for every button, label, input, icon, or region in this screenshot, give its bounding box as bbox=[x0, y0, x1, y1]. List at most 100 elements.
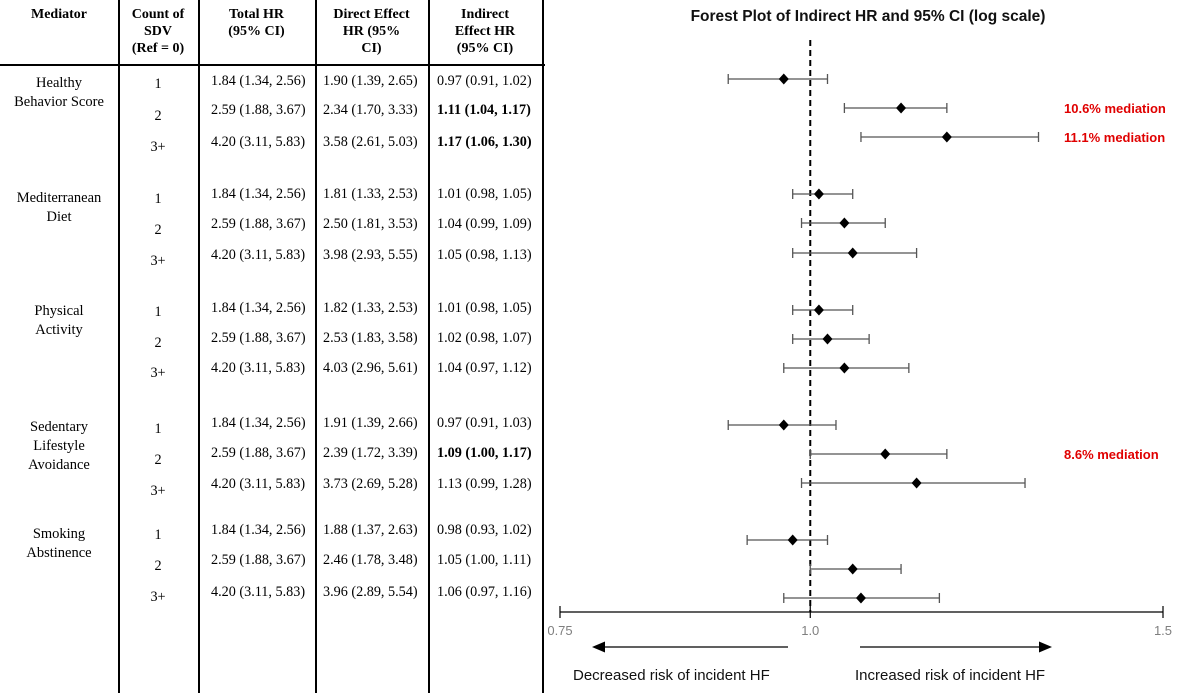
total-hr-cell: 2.59 (1.88, 3.67) bbox=[211, 216, 306, 232]
direct-hr-cell: 1.90 (1.39, 2.65) bbox=[323, 73, 418, 89]
point-estimate-diamond bbox=[778, 419, 789, 431]
mediation-annotation: 11.1% mediation bbox=[1064, 130, 1165, 145]
indirect-hr-cell: 1.11 (1.04, 1.17) bbox=[437, 102, 531, 118]
point-estimate-diamond bbox=[787, 534, 798, 546]
direct-hr-cell: 2.34 (1.70, 3.33) bbox=[323, 102, 418, 118]
right-arrow-label: Increased risk of incident HF bbox=[855, 667, 1045, 684]
column-divider bbox=[428, 0, 430, 693]
count-cell: 1 bbox=[154, 304, 162, 320]
indirect-hr-cell: 1.04 (0.97, 1.12) bbox=[437, 360, 532, 376]
total-hr-cell: 1.84 (1.34, 2.56) bbox=[211, 522, 306, 538]
direct-hr-cell: 2.50 (1.81, 3.53) bbox=[323, 216, 418, 232]
mediator-label: Smoking Abstinence bbox=[26, 526, 92, 561]
mediation-annotation: 10.6% mediation bbox=[1064, 101, 1166, 116]
total-hr-cell: 1.84 (1.34, 2.56) bbox=[211, 415, 306, 431]
forest-plot-canvas: 10.6% mediation 11.1% mediation 8.6% media… bbox=[547, 40, 1172, 684]
count-cell: 1 bbox=[154, 191, 162, 207]
right-arrow-icon bbox=[1039, 641, 1052, 653]
mediator-label: Sedentary Lifestyle Avoidance bbox=[28, 419, 90, 473]
indirect-hr-cell: 1.02 (0.98, 1.07) bbox=[437, 330, 532, 346]
total-hr-cell: 1.84 (1.34, 2.56) bbox=[211, 73, 306, 89]
total-hr-cell: 2.59 (1.88, 3.67) bbox=[211, 552, 306, 568]
indirect-hr-cell: 1.01 (0.98, 1.05) bbox=[437, 186, 532, 202]
direct-hr-cell: 3.73 (2.69, 5.28) bbox=[323, 476, 418, 492]
direct-hr-cell: 2.46 (1.78, 3.48) bbox=[323, 552, 418, 568]
count-cell: 1 bbox=[154, 76, 162, 92]
point-estimate-diamond bbox=[813, 304, 824, 316]
total-hr-cell: 2.59 (1.88, 3.67) bbox=[211, 445, 306, 461]
column-divider bbox=[315, 0, 317, 693]
count-cell: 3+ bbox=[150, 253, 166, 269]
mediator-label: Healthy Behavior Score bbox=[14, 75, 104, 110]
indirect-hr-cell: 1.05 (1.00, 1.11) bbox=[437, 552, 532, 568]
point-estimate-diamond bbox=[813, 188, 824, 200]
column-divider bbox=[542, 0, 544, 693]
indirect-hr-cell: 1.17 (1.06, 1.30) bbox=[437, 134, 532, 150]
point-estimate-diamond bbox=[822, 333, 833, 345]
indirect-hr-cell: 0.97 (0.91, 1.02) bbox=[437, 73, 532, 89]
direct-hr-cell: 1.88 (1.37, 2.63) bbox=[323, 522, 418, 538]
count-cell: 1 bbox=[154, 421, 162, 437]
column-divider bbox=[198, 0, 200, 693]
total-hr-cell: 4.20 (3.11, 5.83) bbox=[211, 134, 306, 150]
point-estimate-diamond bbox=[855, 592, 866, 604]
direct-hr-cell: 3.58 (2.61, 5.03) bbox=[323, 134, 418, 150]
mediation-annotation: 8.6% mediation bbox=[1064, 447, 1159, 462]
total-hr-cell: 2.59 (1.88, 3.67) bbox=[211, 330, 306, 346]
chart-title: Forest Plot of Indirect HR and 95% CI (l… bbox=[690, 8, 1046, 25]
point-estimate-diamond bbox=[847, 563, 858, 575]
x-tick-label: 1.5 bbox=[1154, 623, 1172, 638]
point-estimate-diamond bbox=[839, 217, 850, 229]
count-cell: 1 bbox=[154, 527, 162, 543]
total-hr-cell: 4.20 (3.11, 5.83) bbox=[211, 584, 306, 600]
indirect-hr-cell: 1.09 (1.00, 1.17) bbox=[437, 445, 532, 461]
header-mediator: Mediator bbox=[31, 7, 87, 22]
header-indirect-hr: Indirect Effect HR (95% CI) bbox=[454, 7, 516, 56]
header-count: Count of SDV (Ref = 0) bbox=[131, 7, 185, 56]
total-hr-cell: 1.84 (1.34, 2.56) bbox=[211, 300, 306, 316]
total-hr-cell: 4.20 (3.11, 5.83) bbox=[211, 247, 306, 263]
direct-hr-cell: 2.53 (1.83, 3.58) bbox=[323, 330, 418, 346]
direct-hr-cell: 2.39 (1.72, 3.39) bbox=[323, 445, 418, 461]
count-cell: 2 bbox=[154, 222, 162, 238]
direct-hr-cell: 4.03 (2.96, 5.61) bbox=[323, 360, 418, 376]
indirect-hr-cell: 0.97 (0.91, 1.03) bbox=[437, 415, 532, 431]
count-cell: 2 bbox=[154, 558, 162, 574]
column-divider bbox=[118, 0, 120, 693]
indirect-hr-cell: 1.06 (0.97, 1.16) bbox=[437, 584, 532, 600]
indirect-hr-cell: 1.01 (0.98, 1.05) bbox=[437, 300, 532, 316]
point-estimate-diamond bbox=[839, 362, 850, 374]
mediator-label: Mediterranean Diet bbox=[16, 190, 102, 225]
results-table: Mediator Count of SDV (Ref = 0) Total HR… bbox=[0, 0, 545, 693]
total-hr-cell: 2.59 (1.88, 3.67) bbox=[211, 102, 306, 118]
header-direct-hr: Direct Effect HR (95% CI) bbox=[333, 7, 410, 56]
total-hr-cell: 1.84 (1.34, 2.56) bbox=[211, 186, 306, 202]
point-estimate-diamond bbox=[880, 448, 891, 460]
indirect-hr-cell: 1.04 (0.99, 1.09) bbox=[437, 216, 532, 232]
count-cell: 3+ bbox=[150, 365, 166, 381]
point-estimate-diamond bbox=[778, 73, 789, 85]
direct-hr-cell: 1.91 (1.39, 2.66) bbox=[323, 415, 418, 431]
header-total-hr: Total HR (95% CI) bbox=[228, 7, 285, 39]
point-estimate-diamond bbox=[941, 131, 952, 143]
count-cell: 3+ bbox=[150, 589, 166, 605]
direct-hr-cell: 1.81 (1.33, 2.53) bbox=[323, 186, 418, 202]
count-cell: 2 bbox=[154, 452, 162, 468]
indirect-hr-cell: 0.98 (0.93, 1.02) bbox=[437, 522, 532, 538]
mediator-label: Physical Activity bbox=[34, 303, 84, 338]
total-hr-cell: 4.20 (3.11, 5.83) bbox=[211, 476, 306, 492]
forest-plot: Forest Plot of Indirect HR and 95% CI (l… bbox=[547, 0, 1200, 693]
direct-hr-cell: 3.98 (2.93, 5.55) bbox=[323, 247, 418, 263]
count-cell: 3+ bbox=[150, 483, 166, 499]
left-arrow-label: Decreased risk of incident HF bbox=[573, 667, 770, 684]
total-hr-cell: 4.20 (3.11, 5.83) bbox=[211, 360, 306, 376]
x-tick-label: 0.75 bbox=[548, 623, 573, 638]
count-cell: 3+ bbox=[150, 139, 166, 155]
point-estimate-diamond bbox=[896, 102, 907, 114]
left-arrow-icon bbox=[592, 641, 605, 653]
indirect-hr-cell: 1.05 (0.98, 1.13) bbox=[437, 247, 532, 263]
count-cell: 2 bbox=[154, 335, 162, 351]
direct-hr-cell: 3.96 (2.89, 5.54) bbox=[323, 584, 418, 600]
direct-hr-cell: 1.82 (1.33, 2.53) bbox=[323, 300, 418, 316]
point-estimate-diamond bbox=[847, 247, 858, 259]
